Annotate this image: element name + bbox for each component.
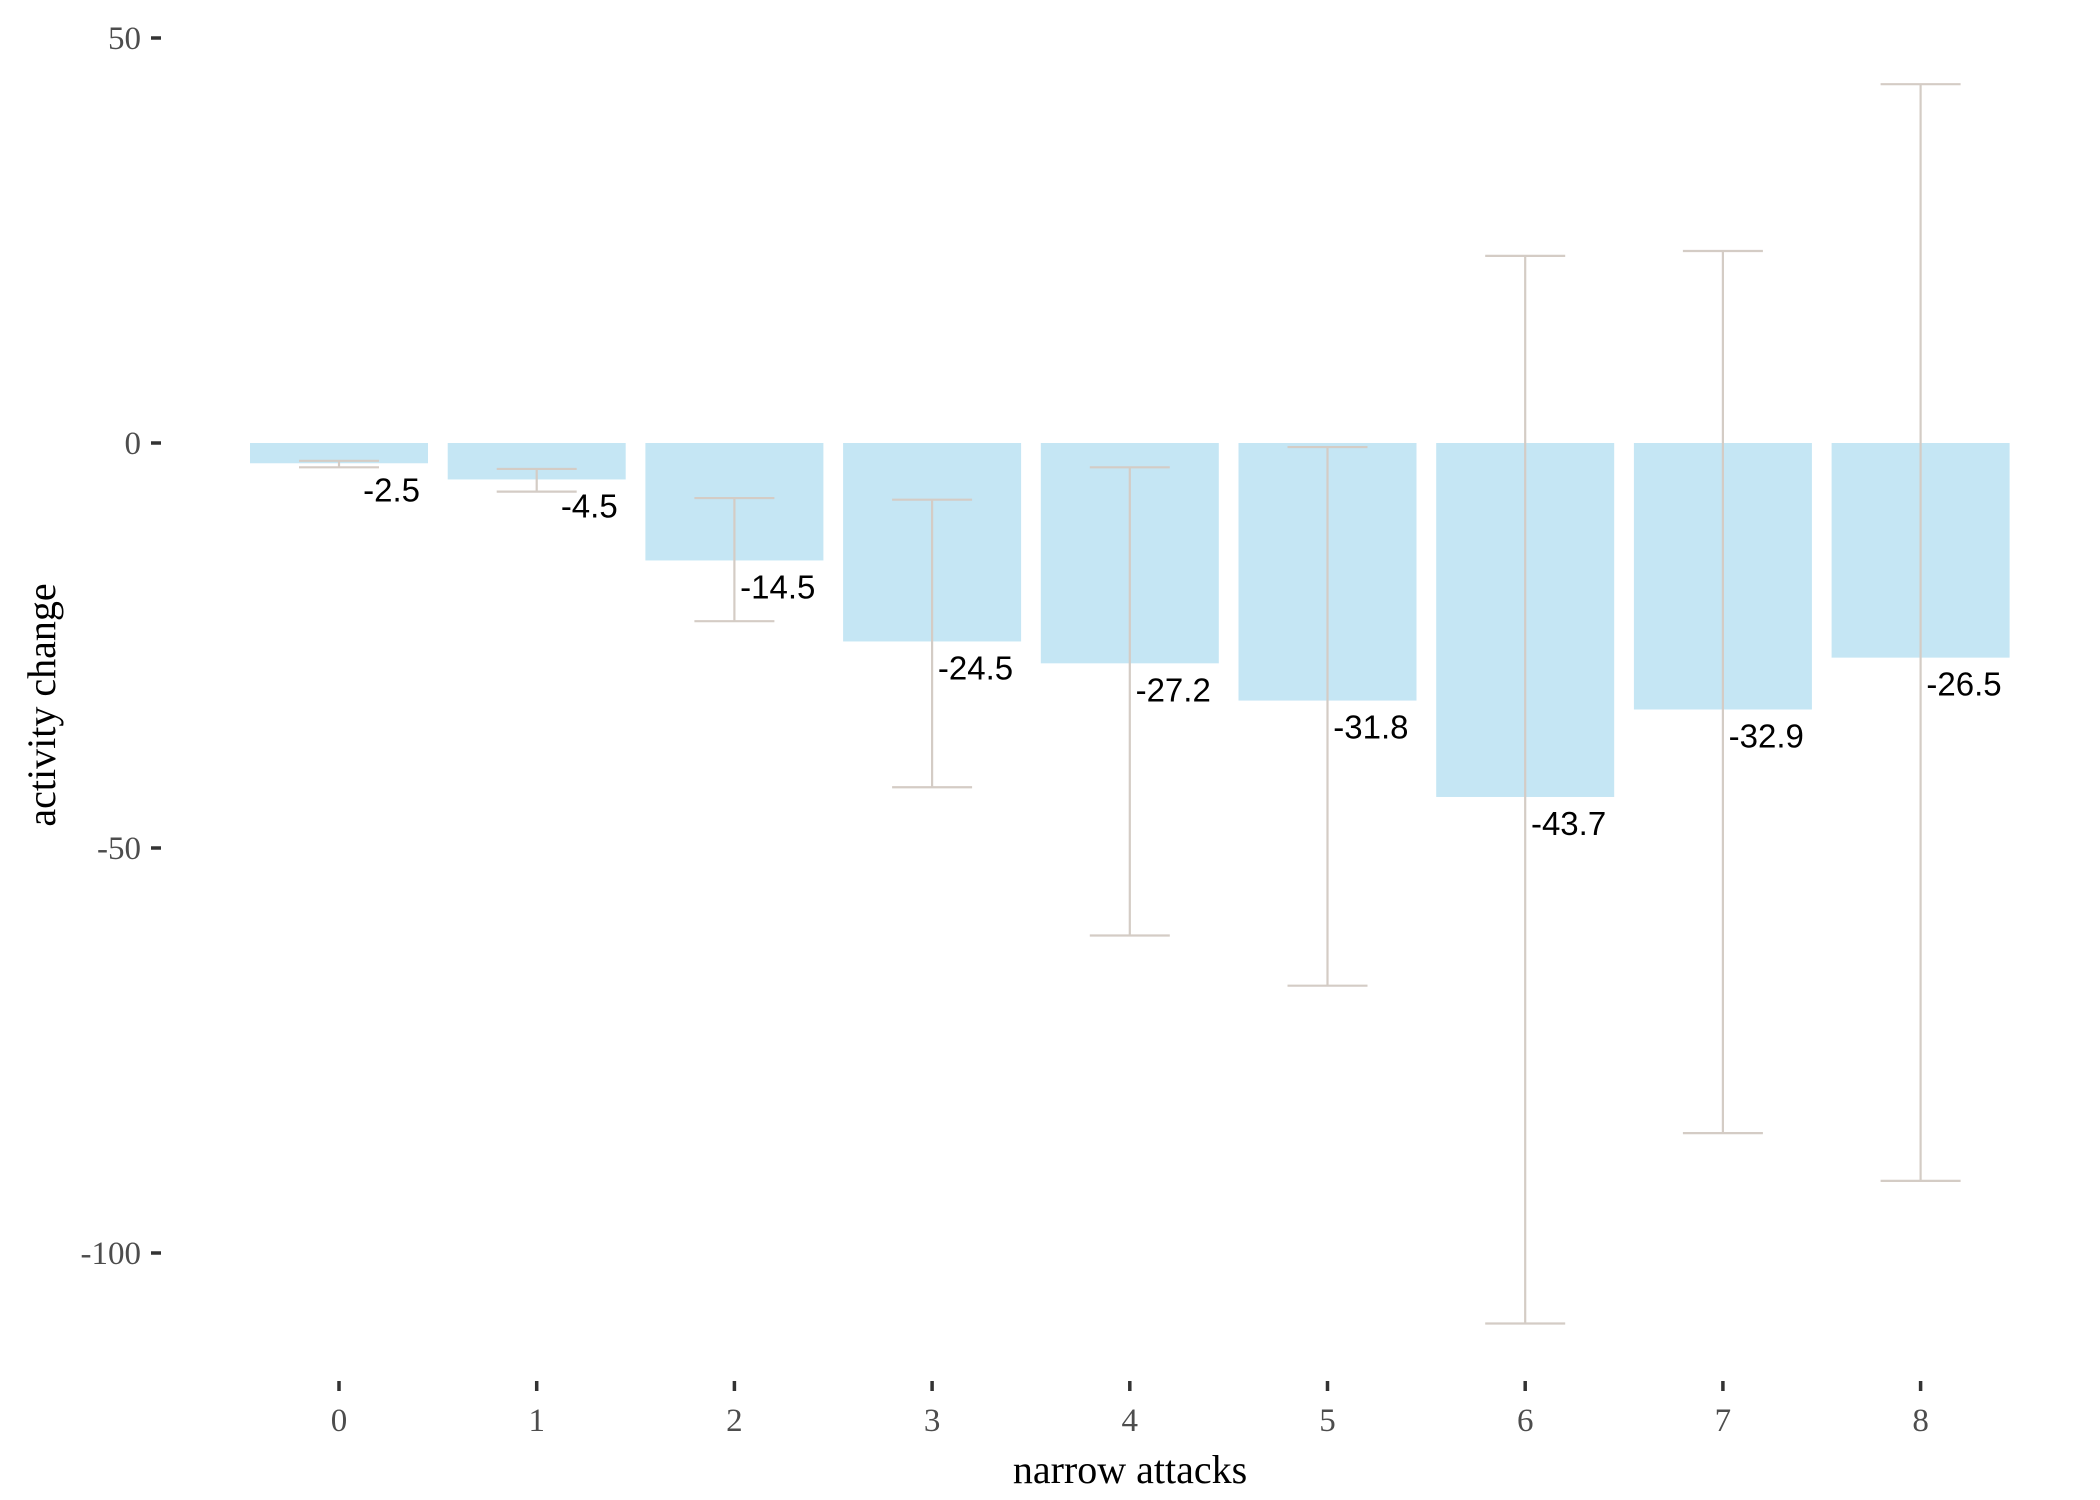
data-label-7: -32.9 [1729,717,1804,754]
y-tick-label-50: 50 [108,21,141,57]
y-tick-label--100: -100 [81,1236,142,1272]
data-label-5: -31.8 [1333,709,1408,746]
x-tick-label-4: 4 [1122,1403,1139,1439]
error-bar-8 [1880,83,1961,1183]
data-label-0: -2.5 [363,471,420,508]
x-axis: 0 1 2 3 4 5 6 7 8 [331,1381,1929,1439]
x-tick-label-8: 8 [1912,1403,1929,1439]
error-bar-2 [694,496,775,623]
data-label-8: -26.5 [1926,666,2001,703]
y-axis: 50 0 -50 -100 [81,21,161,1272]
data-label-2: -14.5 [740,568,815,605]
y-axis-title: activity change [19,583,64,826]
error-bar-1 [496,467,577,493]
x-tick-label-0: 0 [331,1403,348,1439]
x-tick-label-2: 2 [726,1403,743,1439]
error-bar-0 [299,459,379,469]
x-tick-label-7: 7 [1715,1403,1732,1439]
data-label-1: -4.5 [561,487,618,524]
error-bar-7 [1682,249,1763,1135]
x-tick-label-5: 5 [1319,1403,1336,1439]
x-axis-title: narrow attacks [1013,1447,1247,1492]
error-bar-5 [1287,445,1368,987]
error-bars-layer [299,83,1961,1325]
y-tick-label--50: -50 [97,831,141,867]
data-label-3: -24.5 [938,649,1013,686]
bar-0 [250,443,428,464]
error-bar-6 [1485,254,1566,1325]
error-bar-4 [1089,466,1170,937]
y-tick-label-0: 0 [125,426,142,462]
x-tick-label-6: 6 [1517,1403,1534,1439]
data-label-4: -27.2 [1136,671,1211,708]
data-label-6: -43.7 [1531,805,1606,842]
x-tick-label-3: 3 [924,1403,941,1439]
error-bar-3 [892,498,973,789]
data-labels-layer: -2.5 -4.5 -14.5 -24.5 -27.2 -31.8 -43.7 -32.9 -2… [363,471,2001,842]
x-tick-label-1: 1 [528,1403,545,1439]
